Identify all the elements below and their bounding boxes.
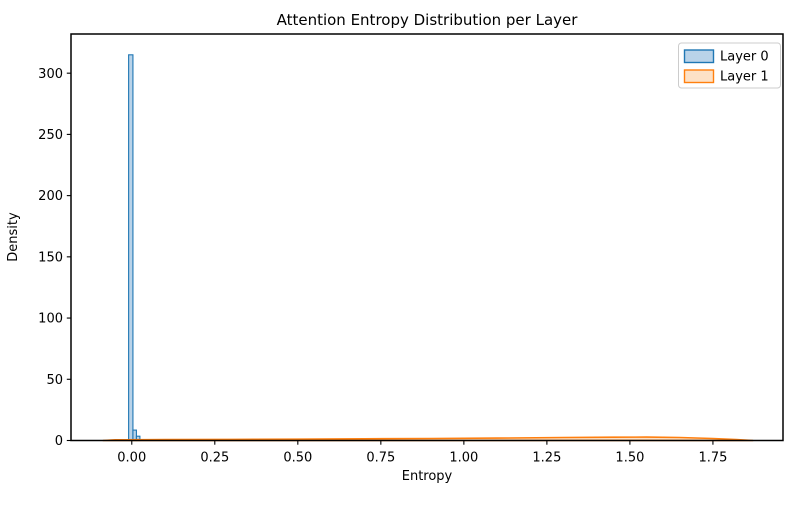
plot-series-layer (102, 54, 754, 442)
x-tick-label: 0.50 (283, 451, 312, 466)
y-tick-label: 150 (38, 250, 63, 265)
legend-swatch-layer0 (683, 49, 715, 64)
chart-title: Attention Entropy Distribution per Layer (277, 11, 579, 29)
legend-label-layer1: Layer 1 (720, 70, 769, 85)
y-tick-label: 250 (38, 128, 63, 143)
x-tick-label: 0.75 (366, 451, 395, 466)
y-tick-label: 200 (38, 189, 63, 204)
x-tick-label: 1.50 (615, 451, 644, 466)
x-tick-label: 0.00 (117, 451, 146, 466)
x-tick-label: 0.25 (200, 451, 229, 466)
y-tick-label: 0 (55, 434, 63, 449)
x-tick-label: 1.75 (698, 451, 727, 466)
y-tick-label: 100 (38, 312, 63, 327)
y-tick-label: 300 (38, 67, 63, 82)
x-axis-label: Entropy (402, 469, 453, 484)
y-tick-label: 50 (46, 373, 63, 388)
x-tick-label: 1.00 (449, 451, 478, 466)
legend-swatch-layer1 (683, 69, 715, 84)
density-curve-layer1 (102, 436, 754, 442)
legend-label-layer0: Layer 0 (720, 50, 769, 65)
legend: Layer 0 Layer 1 (678, 42, 781, 89)
axes-ticks-layer: 0.00 0.25 0.50 0.75 1.00 1.25 1.50 1.75 0 50 100 15… (38, 67, 727, 466)
axes-spines (70, 33, 784, 442)
y-axis-label: Density (6, 212, 21, 262)
x-tick-label: 1.25 (532, 451, 561, 466)
hist-bar-layer0 (128, 54, 134, 442)
